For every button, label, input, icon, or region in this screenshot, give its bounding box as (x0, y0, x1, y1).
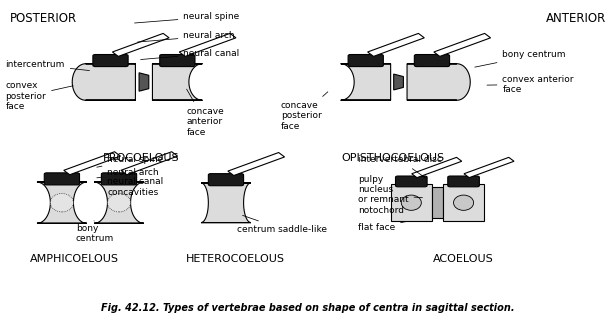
Text: neural canal: neural canal (140, 49, 240, 60)
FancyBboxPatch shape (208, 174, 243, 186)
Polygon shape (394, 74, 403, 90)
Text: convex anterior
face: convex anterior face (487, 75, 574, 94)
Polygon shape (368, 33, 424, 56)
Text: neural arch: neural arch (137, 31, 235, 42)
Text: PROCOELOUS: PROCOELOUS (103, 154, 179, 163)
Text: centrum saddle-like: centrum saddle-like (237, 215, 327, 233)
Polygon shape (464, 157, 514, 178)
Text: concave
anterior
face: concave anterior face (187, 89, 224, 137)
Text: neural arch: neural arch (97, 168, 159, 178)
FancyBboxPatch shape (348, 54, 383, 67)
Text: OPISTHOCOELOUS: OPISTHOCOELOUS (341, 154, 445, 163)
Text: neural spine: neural spine (134, 12, 240, 23)
FancyBboxPatch shape (395, 176, 427, 187)
Bar (432, 187, 443, 218)
FancyBboxPatch shape (44, 173, 79, 185)
Text: AMPHICOELOUS: AMPHICOELOUS (30, 254, 118, 263)
Polygon shape (179, 33, 236, 56)
Text: bony centrum: bony centrum (475, 51, 566, 67)
Polygon shape (152, 64, 202, 100)
Polygon shape (341, 64, 391, 100)
Text: ANTERIOR: ANTERIOR (546, 12, 606, 25)
FancyBboxPatch shape (93, 54, 128, 67)
Polygon shape (407, 64, 470, 100)
Polygon shape (434, 33, 490, 56)
Text: neural spine: neural spine (97, 155, 164, 167)
Text: intercentrum: intercentrum (6, 60, 89, 70)
Text: POSTERIOR: POSTERIOR (10, 12, 78, 25)
Polygon shape (139, 73, 149, 91)
Polygon shape (112, 33, 169, 56)
Ellipse shape (453, 195, 474, 210)
FancyBboxPatch shape (160, 54, 195, 67)
Text: ACOELOUS: ACOELOUS (432, 254, 493, 263)
Polygon shape (72, 64, 136, 100)
Ellipse shape (401, 195, 421, 210)
Text: flat face: flat face (358, 221, 407, 232)
Text: neural canal
concavities: neural canal concavities (105, 177, 164, 197)
Polygon shape (64, 152, 121, 175)
Polygon shape (121, 152, 177, 175)
Text: convex
posterior
face: convex posterior face (6, 82, 73, 111)
Bar (391, 184, 432, 221)
Text: concave
posterior
face: concave posterior face (281, 92, 328, 131)
Text: intervertebral disc: intervertebral disc (358, 155, 442, 178)
Polygon shape (37, 182, 87, 223)
FancyBboxPatch shape (448, 176, 479, 187)
Ellipse shape (107, 194, 131, 212)
Polygon shape (228, 153, 285, 175)
Text: HETEROCOELOUS: HETEROCOELOUS (185, 254, 285, 263)
Polygon shape (94, 182, 144, 223)
Text: Fig. 42.12. Types of vertebrae based on shape of centra in sagittal section.: Fig. 42.12. Types of vertebrae based on … (101, 303, 515, 313)
Bar (443, 184, 484, 221)
FancyBboxPatch shape (415, 54, 450, 67)
FancyBboxPatch shape (102, 173, 137, 185)
Text: bony
centrum: bony centrum (76, 221, 114, 243)
Polygon shape (201, 183, 251, 223)
Ellipse shape (51, 194, 73, 212)
Text: pulpy
nucleus
or remnant
notochord: pulpy nucleus or remnant notochord (358, 175, 423, 215)
Polygon shape (411, 157, 462, 178)
